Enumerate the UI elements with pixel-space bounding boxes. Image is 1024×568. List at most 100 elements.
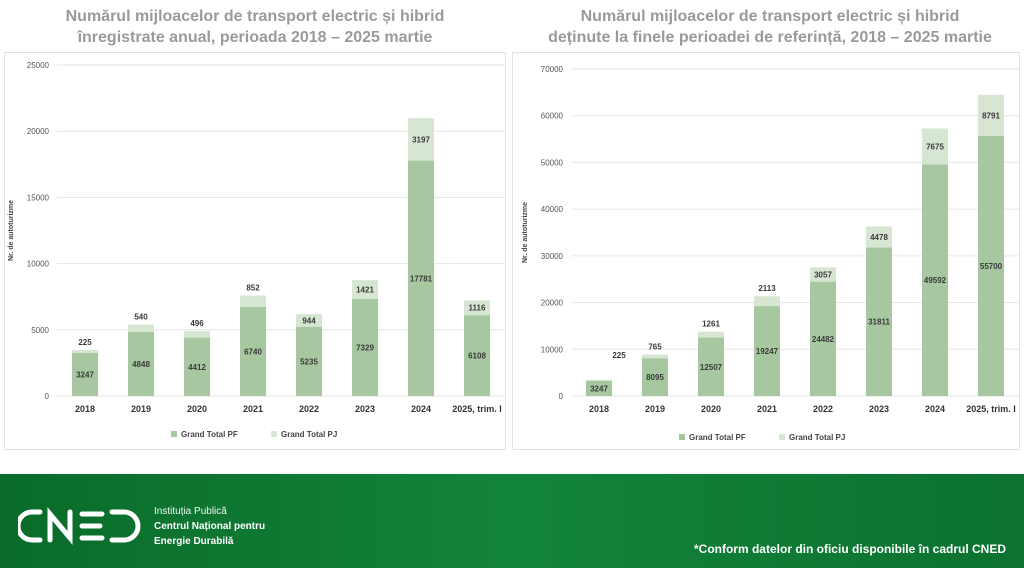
data-label-pj: 540 (134, 313, 148, 322)
y-tick-label: 0 (45, 392, 50, 401)
bar-pf (72, 353, 98, 396)
data-label-pf: 31811 (868, 318, 890, 327)
y-tick-label: 10000 (27, 260, 50, 269)
data-label-pj: 225 (612, 351, 626, 360)
bar-pf (922, 164, 948, 396)
legend-label-pj: Grand Total PJ (789, 433, 845, 442)
legend-swatch-pf (679, 434, 685, 440)
bar-pf (464, 315, 490, 396)
bar-pf (408, 160, 434, 396)
x-tick-label: 2022 (813, 404, 833, 414)
data-source-note: *Conform datelor din oficiu disponibile … (693, 542, 1006, 556)
chart-title-cumulative: Numărul mijloacelor de transport electri… (520, 6, 1020, 48)
bar-pj (698, 331, 724, 338)
bar-pf (296, 326, 322, 396)
data-label-pf: 3247 (76, 371, 94, 380)
data-label-pj: 225 (78, 338, 92, 347)
bar-pf (352, 298, 378, 396)
data-label-pf: 17781 (410, 274, 433, 283)
x-tick-label: 2020 (187, 404, 207, 414)
chart-title-cumulative-line2: deținute la finele perioadei de referinț… (548, 29, 992, 46)
institution-name: Instituția Publică Centrul Național pent… (154, 504, 265, 549)
data-label-pj: 7675 (926, 142, 944, 151)
data-label-pj: 765 (648, 343, 662, 352)
legend-swatch-pf (171, 431, 177, 437)
legend: Grand Total PF Grand Total PJ (679, 433, 845, 442)
data-label-pj: 4478 (870, 233, 888, 242)
data-label-pf: 12507 (700, 363, 723, 372)
chart-panel-annual: 0 5000 10000 15000 20000 25000 Nr. de autoturi… (4, 52, 506, 450)
annual-registrations-chart: 0 5000 10000 15000 20000 25000 Nr. de autoturi… (8, 61, 505, 439)
data-label-pf: 6108 (468, 352, 486, 361)
bar-pj (184, 331, 210, 338)
y-tick-label: 70000 (541, 65, 564, 74)
y-tick-label: 5000 (31, 326, 49, 335)
data-label-pj: 1261 (702, 320, 720, 329)
data-label-pf: 8095 (646, 373, 664, 382)
data-label-pf: 5235 (300, 357, 318, 366)
x-tick-label: 2019 (645, 404, 665, 414)
data-label-pf: 4412 (188, 363, 206, 372)
data-label-pf: 3247 (590, 384, 608, 393)
legend-swatch-pj (271, 431, 277, 437)
legend-swatch-pj (779, 434, 785, 440)
cumulative-fleet-chart: 0 10000 20000 30000 40000 50000 60000 70000 Nr. … (522, 65, 1019, 442)
y-tick-label: 30000 (541, 252, 564, 261)
legend: Grand Total PF Grand Total PJ (171, 430, 337, 439)
x-tick-label: 2022 (299, 404, 319, 414)
y-tick-label: 40000 (541, 205, 564, 214)
institution-type: Instituția Publică (154, 506, 227, 517)
bar-pj (408, 118, 434, 161)
bar-pf (754, 306, 780, 396)
y-axis-label: Nr. de autoturizme (8, 200, 15, 261)
bar-pj (240, 295, 266, 307)
bar-pj (810, 267, 836, 282)
bar-pf (866, 247, 892, 396)
data-label-pj: 496 (190, 319, 204, 328)
x-tick-label: 2020 (701, 404, 721, 414)
data-label-pf: 7329 (356, 343, 374, 352)
chart-title-annual-line2: înregistrate anual, perioada 2018 – 2025… (77, 29, 433, 46)
y-tick-label: 60000 (541, 112, 564, 121)
bar-pj (72, 350, 98, 354)
data-label-pf: 6740 (244, 347, 262, 356)
institution-name-line2: Energie Durabilă (154, 536, 234, 547)
x-tick-label: 2023 (355, 404, 375, 414)
x-tick-label: 2021 (757, 404, 777, 414)
y-tick-label: 20000 (27, 127, 50, 136)
bar-pj (978, 94, 1004, 136)
data-label-pf: 55700 (980, 262, 1003, 271)
bar-pf (184, 337, 210, 396)
y-tick-label: 50000 (541, 158, 564, 167)
y-axis-label: Nr. de autoturizme (522, 202, 529, 263)
bar-pj (642, 354, 668, 359)
y-tick-label: 20000 (541, 299, 564, 308)
cned-logo-icon (18, 507, 141, 545)
bar-pj (296, 314, 322, 327)
x-tick-label: 2019 (131, 404, 151, 414)
bar-pj (464, 300, 490, 316)
chart-title-annual: Numărul mijloacelor de transport electri… (10, 6, 500, 48)
data-label-pf: 4848 (132, 360, 150, 369)
data-label-pf: 24482 (812, 335, 835, 344)
legend-label-pf: Grand Total PF (181, 430, 238, 439)
bar-pf (586, 380, 612, 396)
y-tick-label: 25000 (27, 61, 50, 70)
bar-pf (978, 135, 1004, 396)
data-label-pj: 2113 (758, 284, 776, 293)
chart-panel-cumulative: 0 10000 20000 30000 40000 50000 60000 70000 Nr. … (512, 52, 1020, 450)
data-label-pj: 852 (246, 283, 260, 292)
data-label-pj: 3197 (412, 135, 430, 144)
bar-pf (810, 281, 836, 396)
bar-pj (352, 280, 378, 299)
y-tick-label: 10000 (541, 345, 564, 354)
chart-title-annual-line1: Numărul mijloacelor de transport electri… (65, 8, 445, 25)
x-tick-label: 2018 (75, 404, 95, 414)
legend-label-pj: Grand Total PJ (281, 430, 337, 439)
chart-title-cumulative-line1: Numărul mijloacelor de transport electri… (580, 8, 960, 25)
bar-pf (642, 358, 668, 396)
x-tick-label: 2021 (243, 404, 263, 414)
bar-pj (866, 226, 892, 248)
bar-pj (586, 379, 612, 381)
data-label-pj: 1116 (469, 304, 486, 313)
